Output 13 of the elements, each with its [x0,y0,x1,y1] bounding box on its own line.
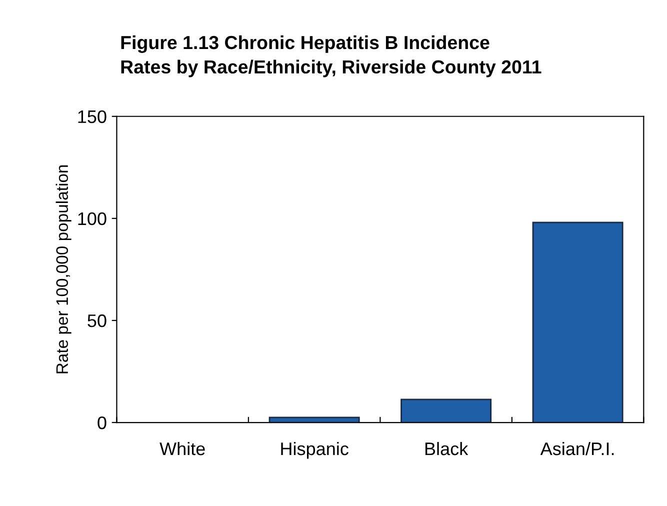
y-tick-label: 150 [78,110,106,124]
y-tick-label: 100 [78,212,106,226]
bar [532,222,624,423]
x-tick-label: Asian/P.I. [540,442,614,456]
y-tick-label: 0 [98,416,106,430]
bar [400,398,492,423]
y-axis-title: Rate per 100,000 population [56,165,72,374]
bar [268,416,360,423]
y-tick-label: 50 [88,314,106,328]
x-tick-label: Black [425,442,468,456]
x-tick-label: Hispanic [281,442,348,459]
x-tick-label: White [160,442,205,456]
chart-title: Figure 1.13 Chronic Hepatitis B Incidence Rates by Race/Ethnicity, Riverside County 2011 [121,35,542,78]
